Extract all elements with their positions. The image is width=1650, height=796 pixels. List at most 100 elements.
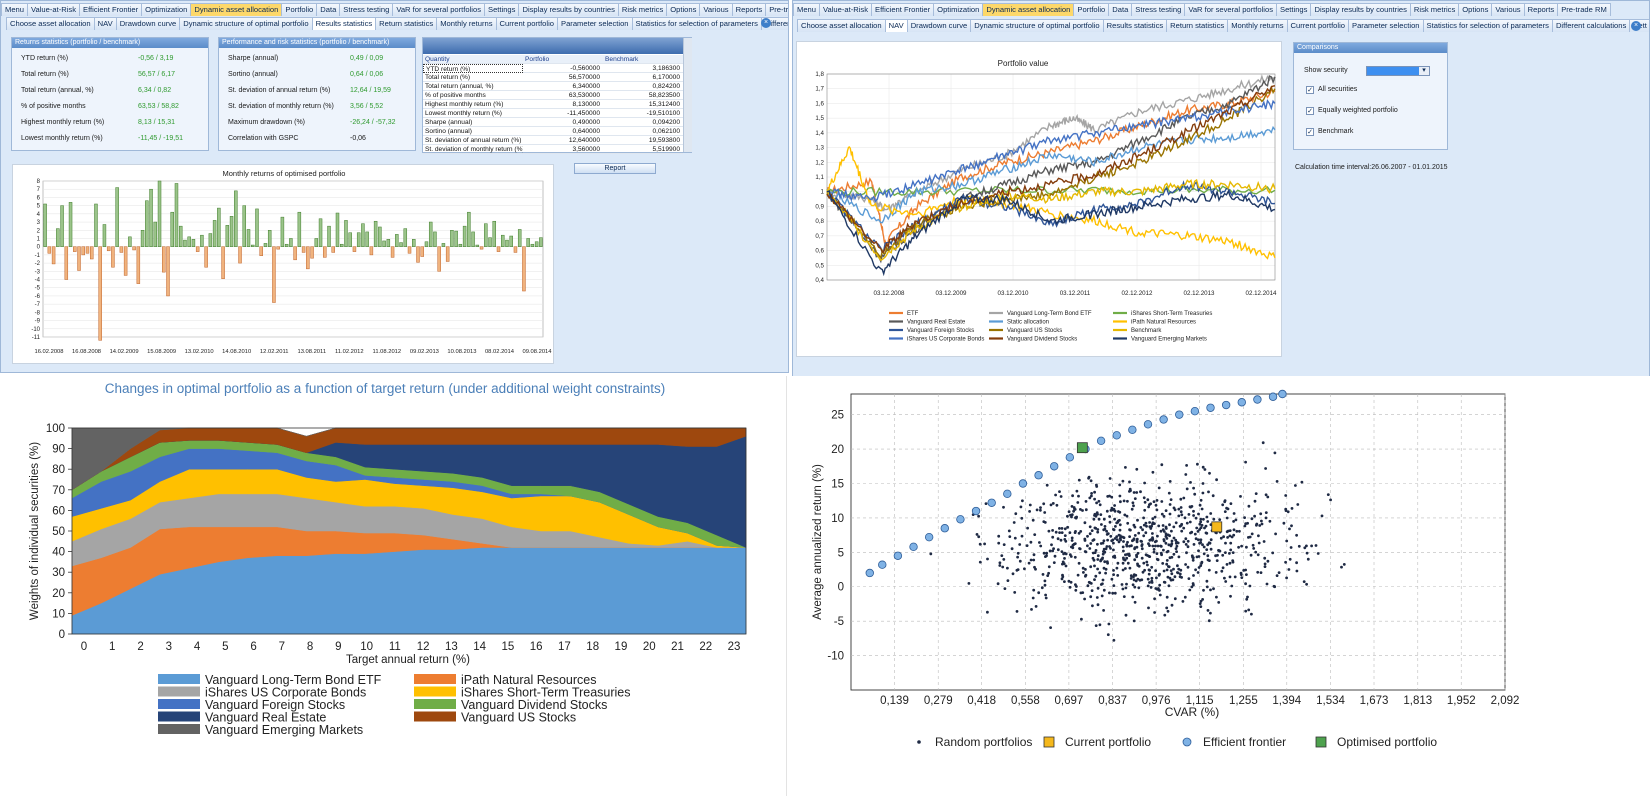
left-main-tab-4[interactable]: Dynamic asset allocation <box>190 3 283 16</box>
grid-row-label[interactable]: Total return (%) <box>423 73 523 82</box>
grid-cell[interactable]: 5,519900 <box>603 145 683 154</box>
random-portfolio-point <box>1150 565 1154 569</box>
right-main-tab-1[interactable]: Value-at-Risk <box>819 3 873 16</box>
grid-cell[interactable]: 0,094200 <box>603 118 683 127</box>
grid-cell[interactable]: 6,170000 <box>603 73 683 82</box>
chevron-down-icon[interactable]: ▾ <box>1419 67 1429 75</box>
right-main-tab-10[interactable]: Display results by countries <box>1310 3 1411 16</box>
grid-cell[interactable]: 3,560000 <box>523 145 603 154</box>
grid-cell[interactable]: 3,186300 <box>603 64 683 73</box>
report-button[interactable]: Report <box>574 163 656 174</box>
right-main-tab-3[interactable]: Optimization <box>933 3 984 16</box>
left-sub-tab-1[interactable]: NAV <box>93 17 117 30</box>
grid-row-label[interactable]: St. deviation of annual return (%) <box>423 137 523 145</box>
left-main-tab-1[interactable]: Value-at-Risk <box>27 3 81 16</box>
random-portfolio-point <box>1074 530 1077 533</box>
left-main-tab-7[interactable]: Stress testing <box>339 3 394 16</box>
statistics-grid[interactable]: Quantity Portfolio Benchmark YTD return (%)… <box>422 37 692 154</box>
grid-row-label[interactable]: Highest monthly return (%) <box>423 100 523 109</box>
grid-cell[interactable]: 0,062100 <box>603 127 683 136</box>
right-main-tab-5[interactable]: Portfolio <box>1073 3 1110 16</box>
random-portfolio-point <box>1206 558 1210 562</box>
grid-scrollbar[interactable] <box>683 38 692 152</box>
grid-row-label[interactable]: Sortino (annual) <box>423 127 523 136</box>
left-main-tab-3[interactable]: Optimization <box>141 3 192 16</box>
right-main-tab-9[interactable]: Settings <box>1276 3 1312 16</box>
right-sub-tab-1[interactable]: NAV <box>884 19 908 32</box>
grid-cell[interactable]: 58,823500 <box>603 91 683 100</box>
left-sub-tab-7[interactable]: Current portfolio <box>495 17 558 30</box>
checkbox-0[interactable]: ✓ <box>1306 86 1314 94</box>
right-sub-tab-10[interactable]: Different calculations <box>1551 19 1631 32</box>
random-portfolio-point <box>1121 568 1125 572</box>
left-sub-tab-8[interactable]: Parameter selection <box>557 17 633 30</box>
checkbox-2[interactable]: ✓ <box>1306 128 1314 136</box>
show-security-select[interactable]: ▾ <box>1366 66 1430 76</box>
right-main-tab-15[interactable]: Pre-trade RM <box>1557 3 1611 16</box>
grid-cell[interactable]: 15,312400 <box>603 100 683 109</box>
right-sub-tab-9[interactable]: Statistics for selection of parameters <box>1422 19 1553 32</box>
left-main-tab-5[interactable]: Portfolio <box>281 3 318 16</box>
right-sub-tab-6[interactable]: Monthly returns <box>1227 19 1288 32</box>
right-sub-tab-3[interactable]: Dynamic structure of optimal portfolio <box>970 19 1104 32</box>
left-sub-tab-3[interactable]: Dynamic structure of optimal portfolio <box>179 17 313 30</box>
left-main-tab-11[interactable]: Risk metrics <box>617 3 668 16</box>
left-sub-tab-2[interactable]: Drawdown curve <box>115 17 181 30</box>
grid-row-label[interactable]: Total return (annual, %) <box>423 82 523 91</box>
grid-cell[interactable]: 8,130000 <box>523 100 603 109</box>
grid-cell[interactable]: 56,570000 <box>523 73 603 82</box>
left-main-tab-12[interactable]: Options <box>666 3 701 16</box>
frontier-point <box>1143 420 1153 429</box>
close-icon[interactable]: × <box>1631 21 1641 31</box>
grid-cell[interactable]: -0,560000 <box>523 64 603 73</box>
grid-cell[interactable]: 6,340000 <box>523 82 603 91</box>
right-main-tab-6[interactable]: Data <box>1108 3 1133 16</box>
right-main-tab-2[interactable]: Efficient Frontier <box>871 3 935 16</box>
left-sub-tab-9[interactable]: Statistics for selection of parameters <box>631 17 762 30</box>
right-sub-tab-5[interactable]: Return statistics <box>1166 19 1229 32</box>
grid-cell[interactable]: -11,450000 <box>523 109 603 118</box>
right-sub-tab-4[interactable]: Results statistics <box>1102 19 1168 32</box>
left-main-tab-0[interactable]: Menu <box>1 3 28 16</box>
left-main-tab-2[interactable]: Efficient Frontier <box>79 3 143 16</box>
right-main-tab-13[interactable]: Various <box>1491 3 1525 16</box>
grid-cell[interactable]: 63,530000 <box>523 91 603 100</box>
left-main-tab-13[interactable]: Various <box>699 3 733 16</box>
grid-cell[interactable]: 0,824200 <box>603 82 683 91</box>
grid-cell[interactable]: -19,510100 <box>603 109 683 118</box>
right-main-tab-0[interactable]: Menu <box>793 3 820 16</box>
right-sub-tab-7[interactable]: Current portfolio <box>1286 19 1349 32</box>
left-sub-tab-0[interactable]: Choose asset allocation <box>6 17 95 30</box>
left-main-tab-10[interactable]: Display results by countries <box>518 3 619 16</box>
close-icon[interactable]: × <box>761 18 771 28</box>
right-sub-tab-0[interactable]: Choose asset allocation <box>797 19 886 32</box>
left-sub-tab-4[interactable]: Results statistics <box>311 17 377 30</box>
right-sub-tab-8[interactable]: Parameter selection <box>1348 19 1424 32</box>
left-main-tab-14[interactable]: Reports <box>731 3 767 16</box>
checkbox-1[interactable]: ✓ <box>1306 107 1314 115</box>
right-main-tab-12[interactable]: Options <box>1458 3 1493 16</box>
grid-row-label[interactable]: % of positive months <box>423 91 523 100</box>
left-main-tab-15[interactable]: Pre-trade RM <box>765 3 788 16</box>
grid-cell[interactable]: 19,593800 <box>603 136 683 145</box>
left-sub-tab-6[interactable]: Monthly returns <box>436 17 497 30</box>
right-sub-tab-2[interactable]: Drawdown curve <box>906 19 972 32</box>
random-portfolio-point <box>1239 495 1242 498</box>
random-portfolio-point <box>1102 550 1105 553</box>
right-main-tab-11[interactable]: Risk metrics <box>1409 3 1460 16</box>
grid-row-label[interactable]: Sharpe (annual) <box>423 118 523 127</box>
grid-row-label[interactable]: YTD return (%) <box>423 64 523 73</box>
right-main-tab-4[interactable]: Dynamic asset allocation <box>982 3 1075 16</box>
grid-cell[interactable]: 0,490000 <box>523 118 603 127</box>
grid-row-label[interactable]: St. deviation of monthly return (%) <box>423 146 523 154</box>
grid-row-label[interactable]: Lowest monthly return (%) <box>423 109 523 118</box>
grid-cell[interactable]: 0,640000 <box>523 127 603 136</box>
right-main-tab-7[interactable]: Stress testing <box>1131 3 1186 16</box>
right-main-tab-8[interactable]: VaR for several portfolios <box>1184 3 1278 16</box>
right-main-tab-14[interactable]: Reports <box>1523 3 1559 16</box>
left-main-tab-9[interactable]: Settings <box>484 3 520 16</box>
left-main-tab-6[interactable]: Data <box>316 3 341 16</box>
left-main-tab-8[interactable]: VaR for several portfolios <box>392 3 486 16</box>
left-sub-tab-5[interactable]: Return statistics <box>375 17 438 30</box>
grid-cell[interactable]: 12,640000 <box>523 136 603 145</box>
